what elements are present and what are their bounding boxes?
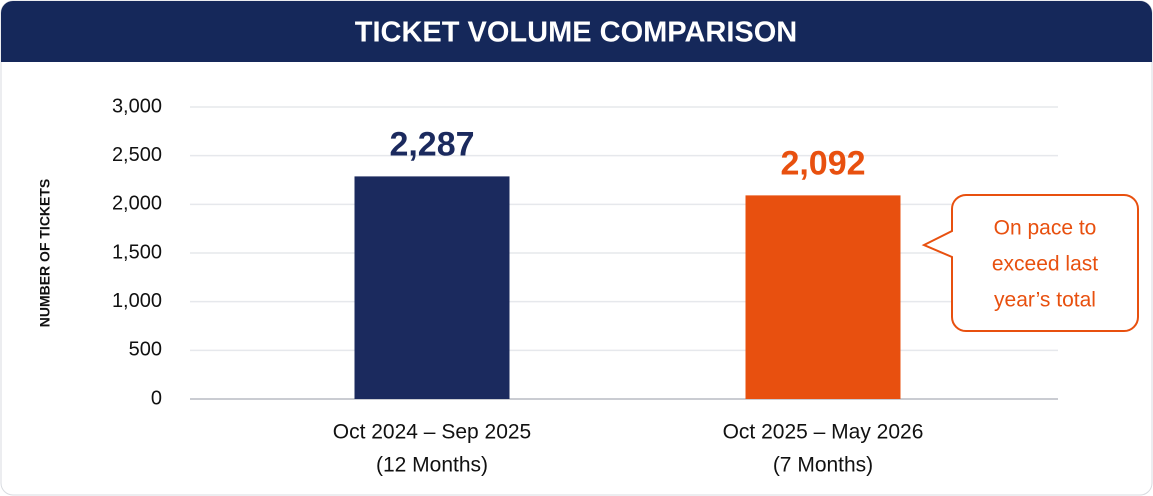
y-tick-label: 2,500 [112, 144, 162, 166]
annotation-text: On pace to [994, 217, 1097, 240]
x-tick-note: (7 Months) [773, 454, 873, 477]
y-tick-label: 1,500 [112, 241, 162, 263]
y-tick-label: 0 [151, 387, 162, 409]
annotation-text: year’s total [994, 289, 1096, 312]
x-tick-note: (12 Months) [376, 454, 488, 477]
y-tick-label: 2,000 [112, 193, 162, 215]
header-band [1, 1, 1152, 62]
y-tick-label: 1,000 [112, 290, 162, 312]
y-axis-label: NUMBER OF TICKETS [37, 179, 53, 328]
x-tick-label: Oct 2025 – May 2026 [723, 421, 924, 444]
annotation-box [921, 194, 1139, 332]
y-tick-label: 3,000 [112, 95, 162, 117]
bar [354, 176, 510, 399]
annotation-text: exceed last [992, 253, 1098, 276]
y-tick-label: 500 [129, 339, 162, 361]
x-tick-label: Oct 2024 – Sep 2025 [333, 421, 532, 444]
value-label: 2,287 [389, 125, 474, 163]
bar [745, 195, 901, 399]
chart-title: TICKET VOLUME COMPARISON [355, 17, 798, 49]
value-label: 2,092 [780, 144, 865, 182]
